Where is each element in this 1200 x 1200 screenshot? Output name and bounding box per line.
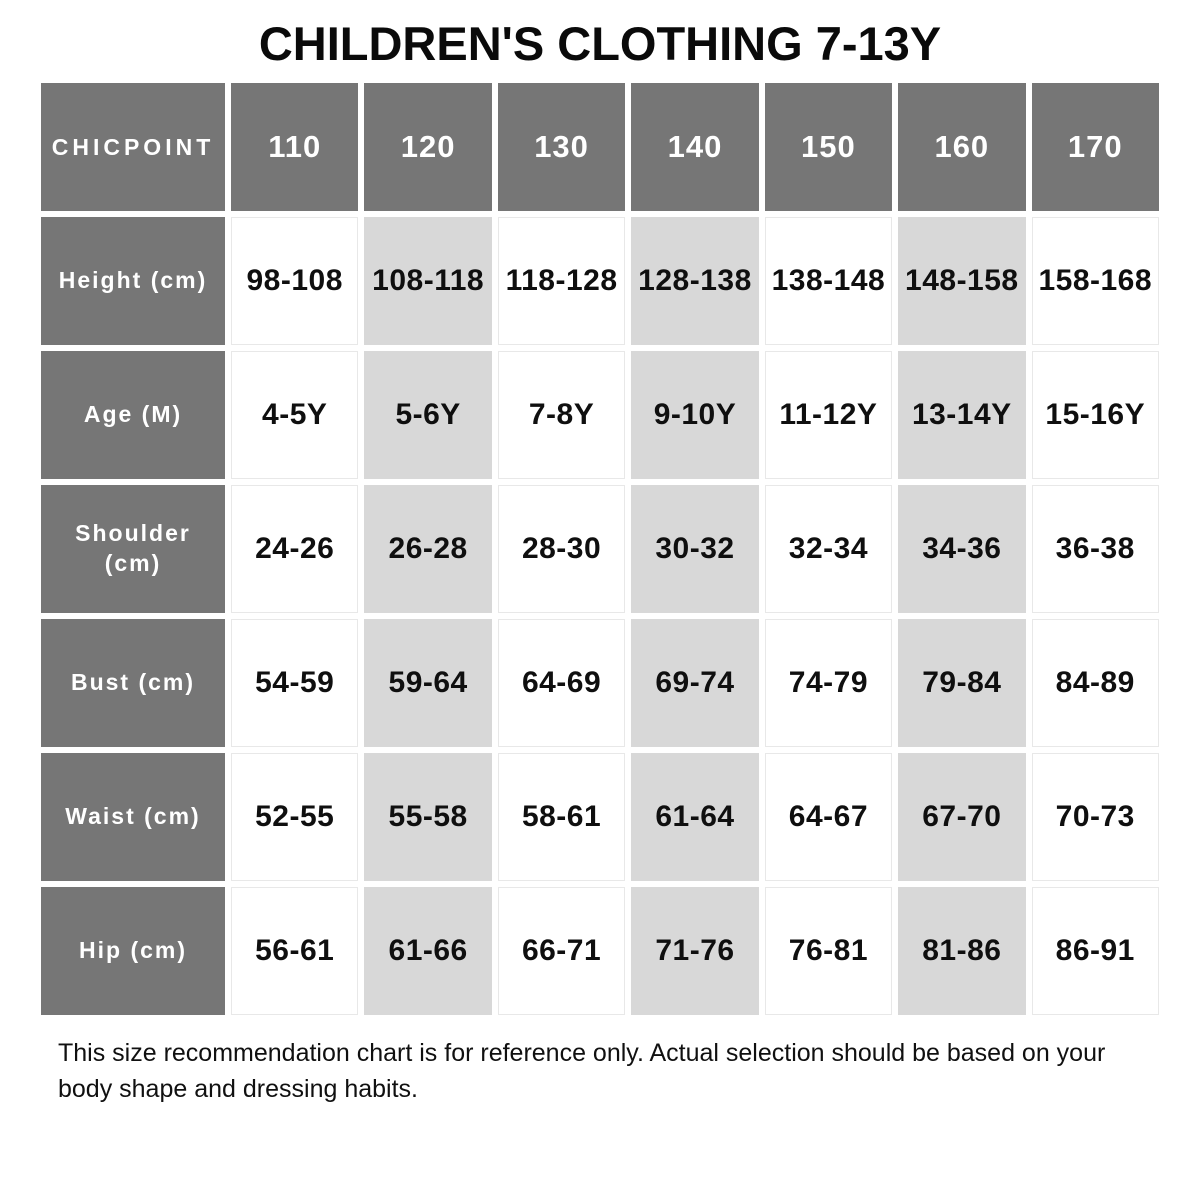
page-title: CHILDREN'S CLOTHING 7-13Y	[258, 17, 942, 70]
table-row-bust: Bust (cm) 54-59 59-64 64-69 69-74 74-79 …	[41, 619, 1159, 747]
waist-cell-110: 52-55	[231, 753, 359, 881]
header-cell-size-140: 140	[631, 83, 759, 211]
age-cell-110: 4-5Y	[231, 351, 359, 479]
header-cell-size-150: 150	[764, 83, 893, 211]
hip-cell-150: 76-81	[764, 887, 893, 1015]
waist-cell-140: 61-64	[631, 753, 759, 881]
waist-cell-160: 67-70	[898, 753, 1026, 881]
shoulder-cell-140: 30-32	[631, 485, 759, 613]
bust-cell-120: 59-64	[364, 619, 492, 747]
height-cell-130: 118-128	[497, 217, 626, 345]
header-cell-size-160: 160	[898, 83, 1026, 211]
bust-cell-140: 69-74	[631, 619, 759, 747]
height-cell-140: 128-138	[631, 217, 759, 345]
shoulder-cell-120: 26-28	[364, 485, 492, 613]
shoulder-cell-110: 24-26	[231, 485, 359, 613]
hip-cell-130: 66-71	[497, 887, 626, 1015]
height-cell-170: 158-168	[1031, 217, 1159, 345]
row-label-bust: Bust (cm)	[41, 619, 225, 747]
bust-cell-170: 84-89	[1031, 619, 1159, 747]
size-chart-table: CHICPOINT 110 120 130 140 150 160 170 He…	[35, 77, 1165, 1021]
table-row-height: Height (cm) 98-108 108-118 118-128 128-1…	[41, 217, 1159, 345]
bust-cell-150: 74-79	[764, 619, 893, 747]
waist-cell-120: 55-58	[364, 753, 492, 881]
age-cell-130: 7-8Y	[497, 351, 626, 479]
row-label-age: Age (M)	[41, 351, 225, 479]
shoulder-cell-170: 36-38	[1031, 485, 1159, 613]
waist-cell-170: 70-73	[1031, 753, 1159, 881]
hip-cell-120: 61-66	[364, 887, 492, 1015]
table-row-age: Age (M) 4-5Y 5-6Y 7-8Y 9-10Y 11-12Y 13-1…	[41, 351, 1159, 479]
bust-cell-110: 54-59	[231, 619, 359, 747]
height-cell-160: 148-158	[898, 217, 1026, 345]
table-row-waist: Waist (cm) 52-55 55-58 58-61 61-64 64-67…	[41, 753, 1159, 881]
row-label-shoulder: Shoulder (cm)	[41, 485, 225, 613]
row-label-hip: Hip (cm)	[41, 887, 225, 1015]
bust-cell-130: 64-69	[497, 619, 626, 747]
waist-cell-130: 58-61	[497, 753, 626, 881]
header-cell-size-110: 110	[231, 83, 359, 211]
hip-cell-170: 86-91	[1031, 887, 1159, 1015]
height-cell-110: 98-108	[231, 217, 359, 345]
hip-cell-140: 71-76	[631, 887, 759, 1015]
age-cell-140: 9-10Y	[631, 351, 759, 479]
hip-cell-110: 56-61	[231, 887, 359, 1015]
brand-cell: CHICPOINT	[41, 83, 225, 211]
shoulder-cell-130: 28-30	[497, 485, 626, 613]
header-cell-size-120: 120	[364, 83, 492, 211]
footer-note: This size recommendation chart is for re…	[58, 1039, 1106, 1104]
age-cell-150: 11-12Y	[764, 351, 893, 479]
shoulder-cell-160: 34-36	[898, 485, 1026, 613]
header-row: CHICPOINT 110 120 130 140 150 160 170	[41, 83, 1159, 211]
header-cell-size-170: 170	[1031, 83, 1159, 211]
bust-cell-160: 79-84	[898, 619, 1026, 747]
age-cell-160: 13-14Y	[898, 351, 1026, 479]
header-cell-size-130: 130	[497, 83, 626, 211]
age-cell-120: 5-6Y	[364, 351, 492, 479]
hip-cell-160: 81-86	[898, 887, 1026, 1015]
shoulder-cell-150: 32-34	[764, 485, 893, 613]
table-row-shoulder: Shoulder (cm) 24-26 26-28 28-30 30-32 32…	[41, 485, 1159, 613]
height-cell-150: 138-148	[764, 217, 893, 345]
waist-cell-150: 64-67	[764, 753, 893, 881]
row-label-height: Height (cm)	[41, 217, 225, 345]
age-cell-170: 15-16Y	[1031, 351, 1159, 479]
row-label-waist: Waist (cm)	[41, 753, 225, 881]
table-row-hip: Hip (cm) 56-61 61-66 66-71 71-76 76-81 8…	[41, 887, 1159, 1015]
height-cell-120: 108-118	[364, 217, 492, 345]
